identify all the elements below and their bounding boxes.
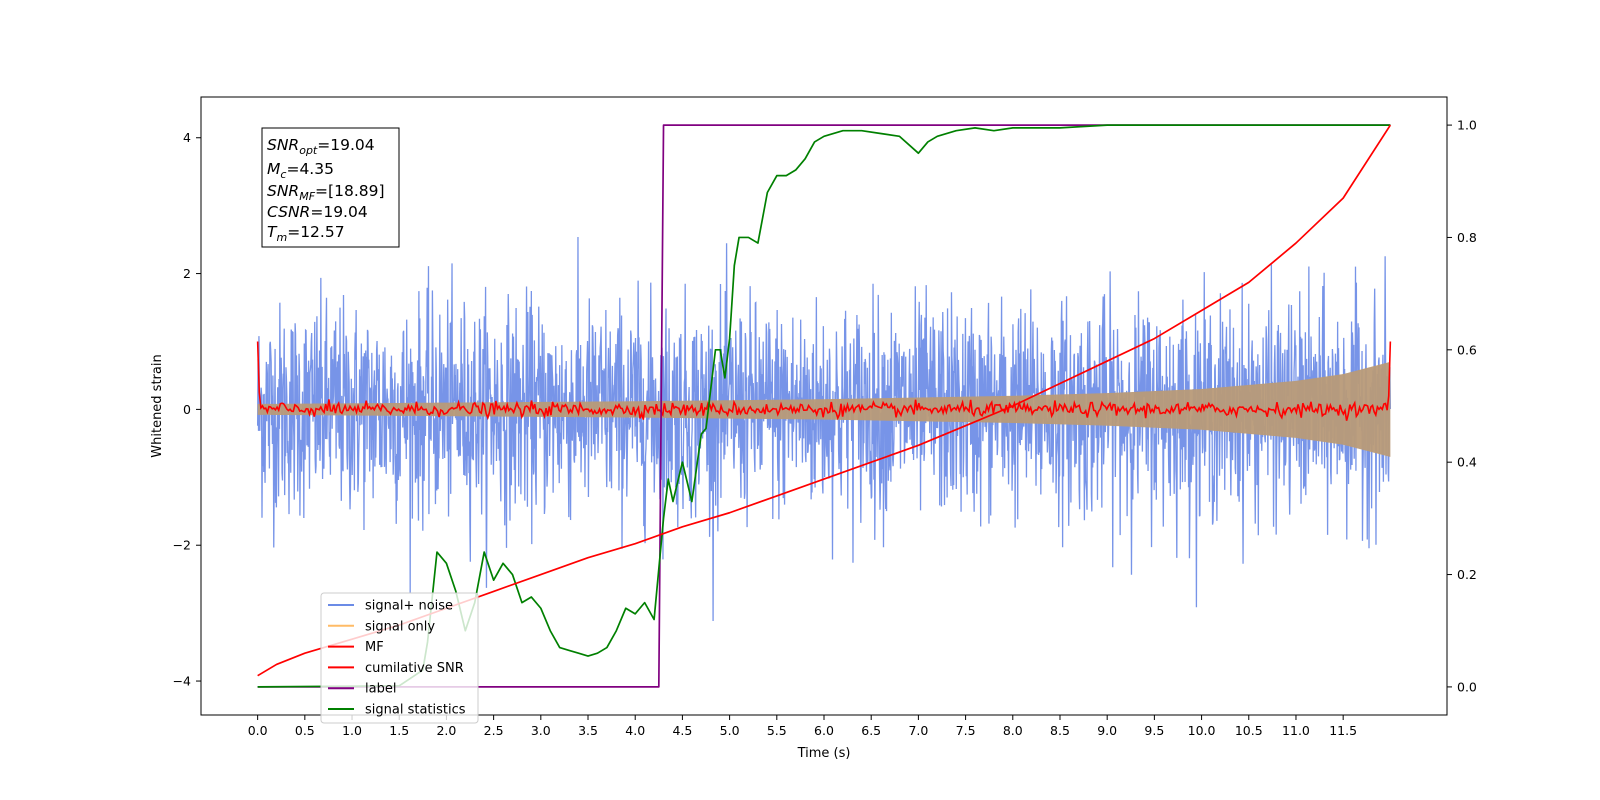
legend-label: MF — [365, 640, 384, 655]
x-tick-label: 5.5 — [767, 723, 787, 738]
y-axis-left: −4 −2 0 2 4 — [173, 130, 201, 689]
legend-label: signal+ noise — [365, 599, 453, 614]
x-tick-label: 10.0 — [1188, 723, 1216, 738]
y-tick-label: 2 — [183, 266, 191, 281]
y-axis-right: 0.0 0.2 0.4 0.6 0.8 1.0 — [1447, 118, 1477, 694]
y2-tick-label: 0.0 — [1457, 679, 1477, 694]
y2-tick-label: 1.0 — [1457, 118, 1477, 133]
x-tick-label: 1.5 — [389, 723, 409, 738]
legend-label: cumilative SNR — [365, 661, 464, 676]
x-axis-label: Time (s) — [797, 746, 851, 761]
y2-tick-label: 0.2 — [1457, 567, 1477, 582]
series-mf — [256, 341, 1392, 421]
y2-tick-label: 0.8 — [1457, 230, 1477, 245]
x-tick-label: 2.5 — [484, 723, 504, 738]
svg-text:SNRMF=[18.89]: SNRMF=[18.89] — [267, 182, 385, 203]
x-tick-label: 6.0 — [814, 723, 834, 738]
x-tick-label: 11.0 — [1282, 723, 1310, 738]
snr-opt-value: 19.04 — [330, 136, 374, 154]
y-tick-label: −2 — [173, 538, 191, 553]
y-axis-label: Whitened strain — [150, 354, 165, 457]
x-tick-label: 8.0 — [1003, 723, 1023, 738]
tm-value: 12.57 — [300, 223, 344, 241]
x-tick-label: 4.0 — [625, 723, 645, 738]
x-tick-label: 0.0 — [248, 723, 268, 738]
x-tick-label: 6.5 — [861, 723, 881, 738]
x-tick-label: 2.0 — [436, 723, 456, 738]
svg-text:Mc=4.35: Mc=4.35 — [267, 160, 334, 181]
x-tick-label: 8.5 — [1050, 723, 1070, 738]
x-tick-label: 9.0 — [1097, 723, 1117, 738]
svg-text:Tm=12.57: Tm=12.57 — [267, 223, 345, 244]
csnr-value: 19.04 — [323, 203, 367, 221]
mc-value: 4.35 — [299, 160, 334, 178]
series-signal-statistics — [257, 124, 1391, 688]
x-tick-label: 1.0 — [342, 723, 362, 738]
svg-text:CSNR=19.04: CSNR=19.04 — [267, 203, 368, 221]
svg-text:SNRopt=19.04: SNRopt=19.04 — [267, 136, 375, 157]
legend: signal+ noise signal only MF cumilative SNR… — [320, 592, 479, 724]
legend-label: label — [365, 682, 396, 697]
x-tick-label: 3.0 — [531, 723, 551, 738]
y-tick-label: 0 — [183, 402, 191, 417]
y2-tick-label: 0.6 — [1457, 342, 1477, 357]
x-tick-label: 11.5 — [1329, 723, 1357, 738]
snr-mf-value: [18.89] — [328, 182, 384, 200]
x-tick-label: 4.5 — [672, 723, 692, 738]
legend-label: signal only — [365, 619, 435, 634]
x-tick-label: 7.0 — [908, 723, 928, 738]
x-tick-label: 5.0 — [720, 723, 740, 738]
legend-label: signal statistics — [365, 703, 466, 718]
y2-tick-label: 0.4 — [1457, 455, 1477, 470]
y-tick-label: 4 — [183, 130, 191, 145]
y-tick-label: −4 — [173, 674, 191, 689]
x-tick-label: 9.5 — [1144, 723, 1164, 738]
stats-annotation: SNRopt=19.04 Mc=4.35 SNRMF=[18.89] CSNR=… — [261, 127, 400, 248]
x-axis: 0.0 0.5 1.0 1.5 2.0 2.5 3.0 3.5 4.0 4.5 5.0 5.5 6.0 6… — [248, 715, 1357, 738]
x-tick-label: 7.5 — [956, 723, 976, 738]
x-tick-label: 0.5 — [295, 723, 315, 738]
x-tick-label: 3.5 — [578, 723, 598, 738]
x-tick-label: 10.5 — [1235, 723, 1263, 738]
